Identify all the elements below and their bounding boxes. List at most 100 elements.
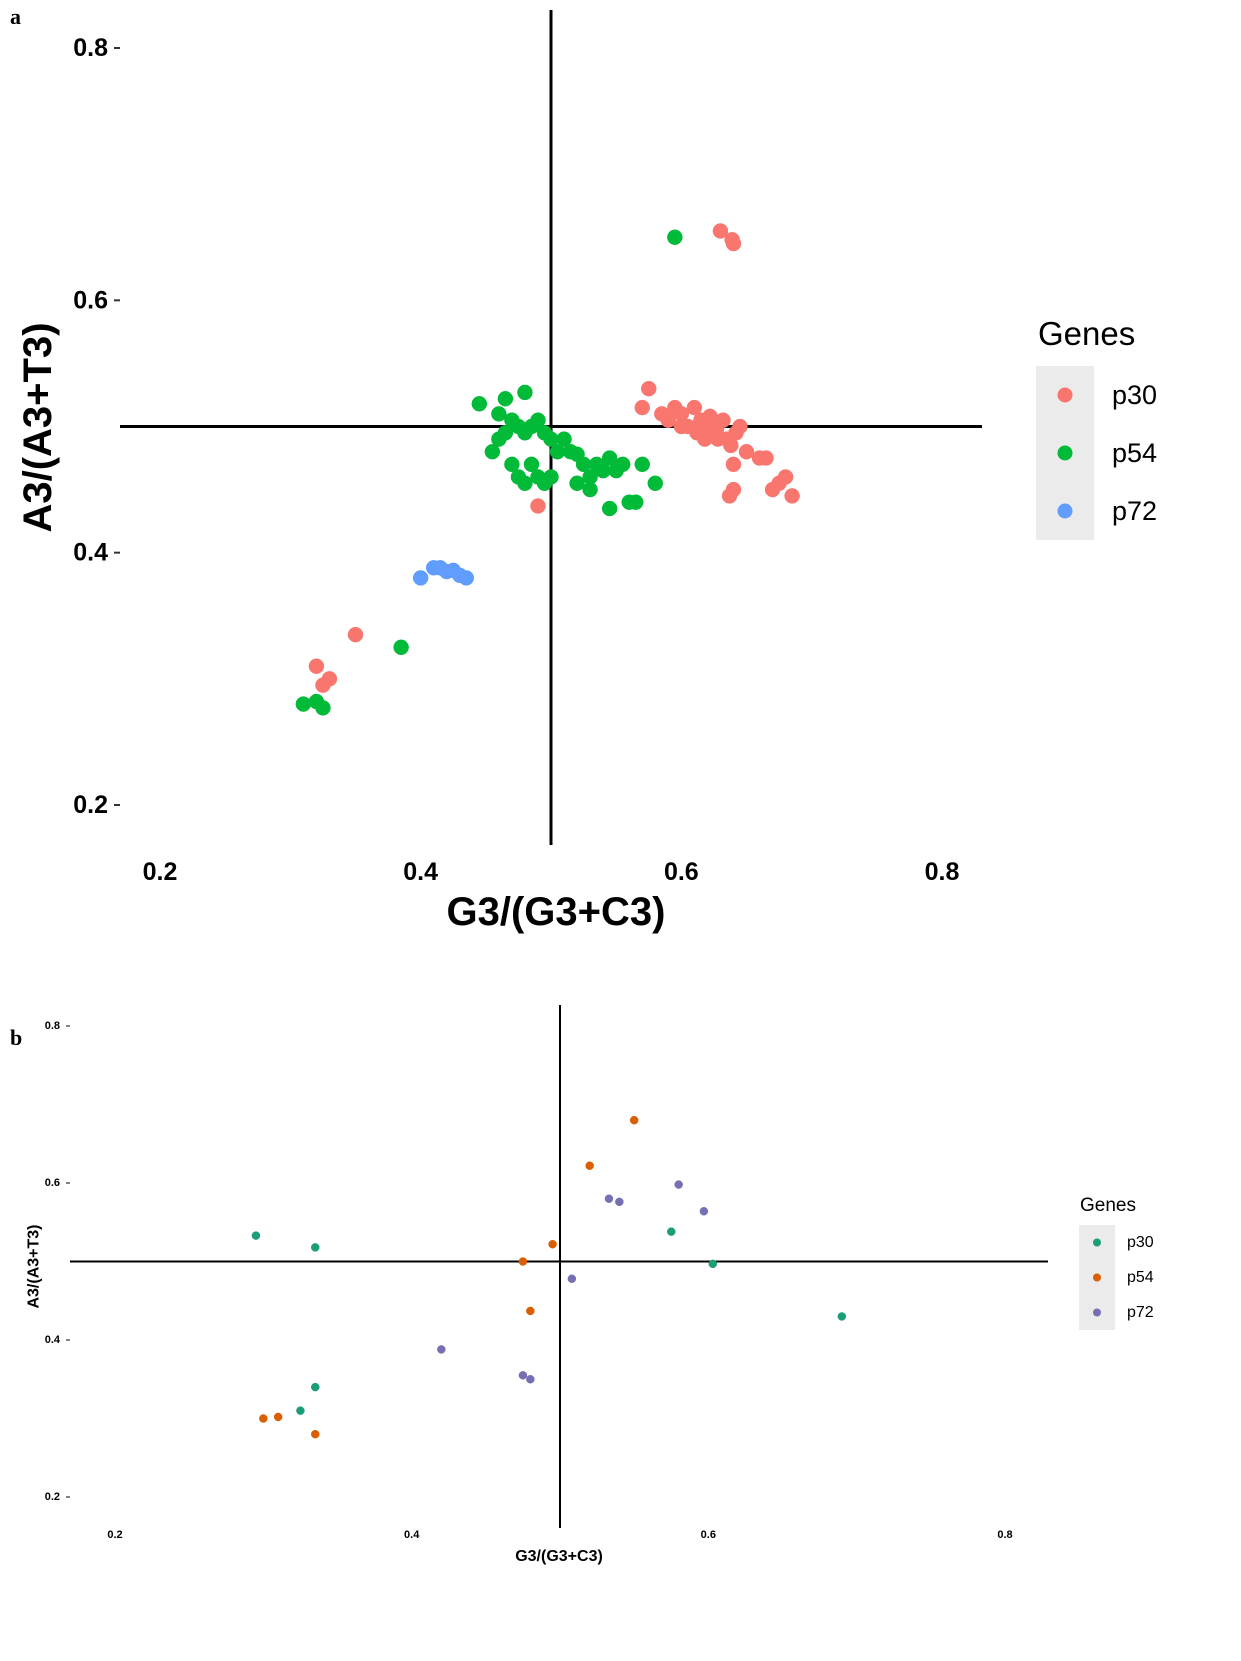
data-point-p30 xyxy=(784,488,800,504)
data-point-p54 xyxy=(543,469,559,485)
legend-label-p54: p54 xyxy=(1112,438,1157,468)
y-axis-title: A3/(A3+T3) xyxy=(26,1224,43,1308)
data-point-p54 xyxy=(517,384,533,401)
y-tick-label: 0.2 xyxy=(45,1491,60,1503)
legend-label-p72: p72 xyxy=(1112,496,1157,526)
legend-title: Genes xyxy=(1080,1195,1136,1216)
y-tick-label: 0.6 xyxy=(45,1177,60,1189)
data-point-p54 xyxy=(518,1257,528,1266)
legend-key-p30 xyxy=(1093,1238,1101,1247)
data-point-p30 xyxy=(296,1406,305,1415)
data-point-p72 xyxy=(604,1194,614,1203)
data-point-p54 xyxy=(627,494,644,510)
x-axis-title: G3/(G3+C3) xyxy=(447,890,666,934)
legend-label-p30: p30 xyxy=(1112,380,1157,410)
data-point-p54 xyxy=(548,1239,557,1249)
data-point-p72 xyxy=(526,1375,535,1384)
data-point-p72 xyxy=(437,1345,446,1354)
data-point-p54 xyxy=(647,475,664,492)
data-point-p30 xyxy=(725,235,742,252)
data-point-p30 xyxy=(708,421,725,437)
data-point-p72 xyxy=(699,1207,709,1216)
scatter-chart-a: 0.2 0.4 0.6 0.8 0.2 0.4 0.6 0.8 G3/(G3+C3) A3/(A3… xyxy=(16,10,1157,934)
x-tick-label: 0.4 xyxy=(403,858,438,886)
data-point-p54 xyxy=(601,500,618,517)
data-point-p30 xyxy=(837,1312,847,1321)
data-point-p30 xyxy=(667,1227,676,1236)
data-point-p54 xyxy=(530,412,546,428)
data-point-p54 xyxy=(497,425,514,441)
panel-label-b: b xyxy=(10,1025,23,1050)
data-point-p54 xyxy=(634,456,650,473)
data-point-p54 xyxy=(556,431,572,447)
data-point-p72 xyxy=(674,1180,683,1189)
y-tick-label: 0.2 xyxy=(73,791,108,819)
data-point-p30 xyxy=(725,456,742,473)
data-point-p30 xyxy=(673,418,690,435)
data-point-p54 xyxy=(523,456,540,473)
data-point-p30 xyxy=(634,399,650,416)
y-tick-label: 0.8 xyxy=(45,1020,60,1032)
y-tick-label: 0.4 xyxy=(45,1334,61,1346)
data-point-p30 xyxy=(641,380,657,397)
data-point-p54 xyxy=(517,475,533,492)
data-point-p30 xyxy=(732,418,748,435)
data-point-p30 xyxy=(347,626,364,643)
x-tick-label: 0.4 xyxy=(404,1529,420,1541)
data-point-p54 xyxy=(393,639,409,656)
data-point-p54 xyxy=(295,696,312,712)
data-point-p30 xyxy=(702,408,718,425)
data-point-p30 xyxy=(708,1259,718,1269)
data-point-p54 xyxy=(582,481,598,498)
data-point-p30 xyxy=(308,658,325,674)
data-point-p54 xyxy=(667,229,683,245)
x-tick-label: 0.8 xyxy=(925,858,960,886)
x-tick-label: 0.8 xyxy=(997,1529,1012,1541)
legend-key-p30 xyxy=(1057,387,1073,403)
data-point-p30 xyxy=(758,450,774,466)
data-point-p54 xyxy=(526,1306,535,1316)
data-point-p30 xyxy=(777,469,794,485)
data-point-p72 xyxy=(458,570,475,586)
data-point-p54 xyxy=(614,456,631,473)
data-point-p54 xyxy=(273,1412,283,1422)
data-point-p72 xyxy=(518,1371,528,1380)
data-point-p54 xyxy=(471,396,488,412)
data-point-p54 xyxy=(484,443,501,460)
x-axis-title: G3/(G3+C3) xyxy=(515,1548,603,1565)
data-point-p54 xyxy=(629,1115,639,1125)
legend-key-p72 xyxy=(1093,1308,1101,1317)
data-point-p54 xyxy=(585,1161,594,1170)
legend-label-p30: p30 xyxy=(1127,1234,1154,1251)
data-point-p72 xyxy=(615,1197,624,1207)
data-point-p54 xyxy=(259,1414,268,1423)
data-point-p72 xyxy=(412,570,429,586)
data-point-p54 xyxy=(315,700,331,716)
legend-key-p54 xyxy=(1093,1273,1101,1282)
data-point-p54 xyxy=(491,406,507,422)
data-point-p30 xyxy=(530,498,546,514)
y-tick-label: 0.8 xyxy=(73,34,108,62)
legend-key-p72 xyxy=(1057,503,1073,519)
y-axis-title: A3/(A3+T3) xyxy=(16,322,60,532)
y-tick-label: 0.6 xyxy=(73,286,108,314)
data-point-p54 xyxy=(497,390,514,407)
legend-key-p54 xyxy=(1057,445,1073,461)
y-tick-label: 0.4 xyxy=(73,539,108,567)
x-tick-label: 0.2 xyxy=(107,1529,122,1541)
data-point-p54 xyxy=(311,1429,320,1439)
data-point-p30 xyxy=(697,431,713,447)
data-point-p30 xyxy=(738,443,755,460)
data-point-p30 xyxy=(660,412,677,428)
x-tick-label: 0.6 xyxy=(701,1529,716,1541)
data-point-p54 xyxy=(601,450,618,466)
legend-title: Genes xyxy=(1038,315,1135,352)
data-point-p30 xyxy=(311,1382,320,1392)
data-point-p30 xyxy=(251,1231,261,1240)
panel-label-a: a xyxy=(10,4,21,29)
data-point-p72 xyxy=(567,1274,577,1284)
legend-label-p72: p72 xyxy=(1127,1304,1154,1321)
data-point-p30 xyxy=(311,1243,320,1252)
legend-label-p54: p54 xyxy=(1127,1269,1154,1286)
scatter-chart-b: 0.2 0.4 0.6 0.8 0.2 0.4 0.6 0.8 G3/(G3+C3) A3/(A3… xyxy=(26,1005,1154,1565)
